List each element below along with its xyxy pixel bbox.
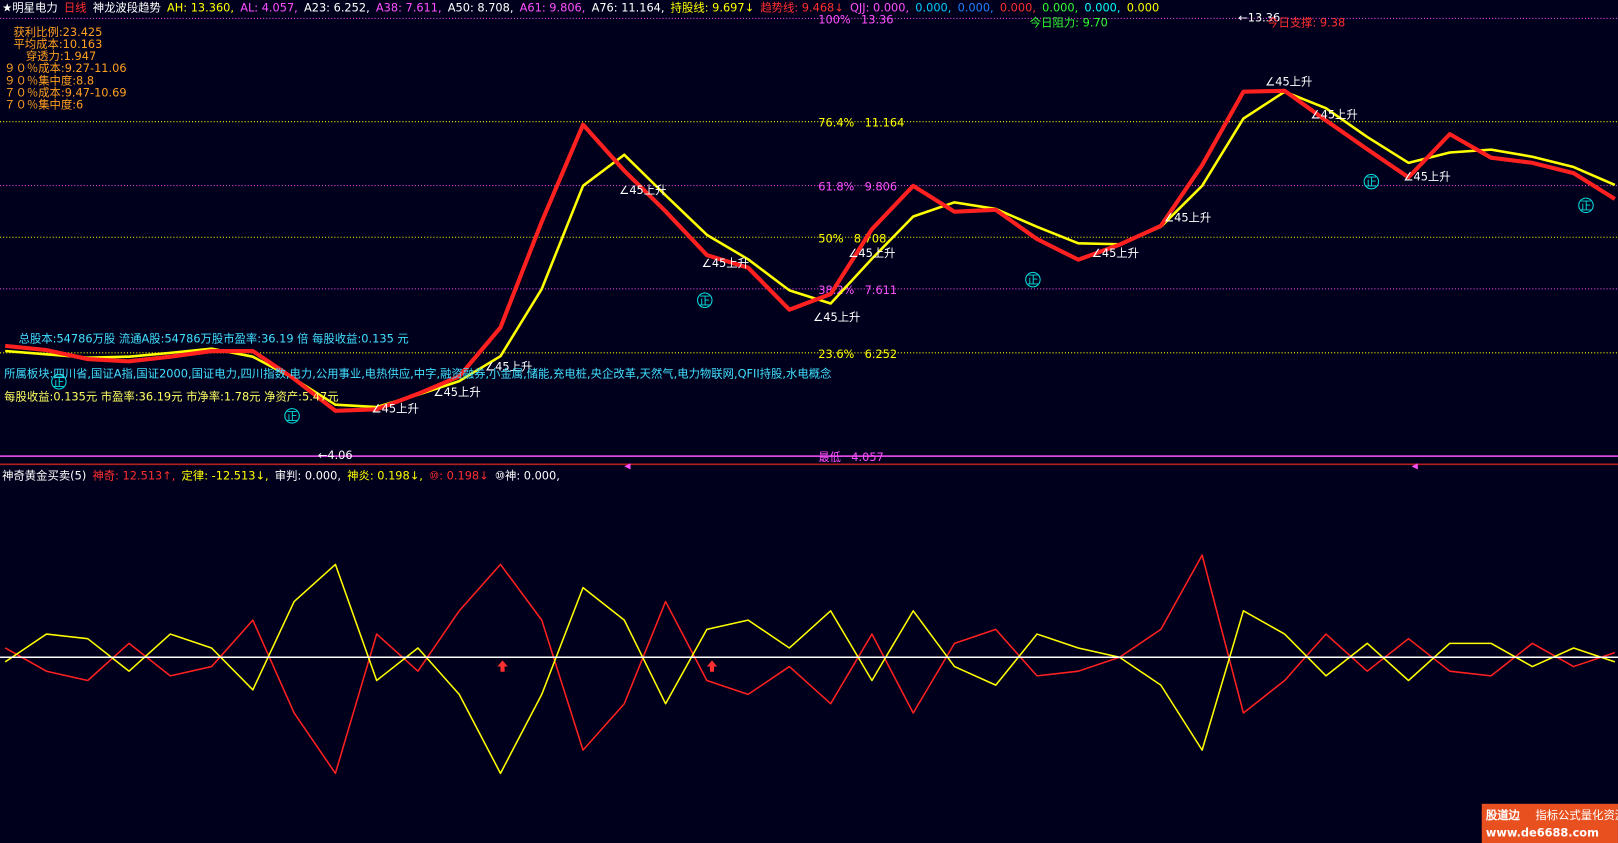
scroll-arrow	[1411, 463, 1418, 470]
rise-label: ∠45上升	[372, 402, 419, 416]
fib-label: 50% 8.708	[818, 231, 886, 245]
marker-circle	[697, 292, 713, 308]
marker-text: 正	[1580, 198, 1591, 212]
text-item: AL: 4.057,	[240, 0, 298, 14]
marker-text: 正	[53, 375, 64, 389]
text-row: ★明星电力 日线 神龙波段趋势 AH: 13.360, AL: 4.057, A23: 6…	[2, 0, 1159, 14]
fib-label: 最低 4.057	[818, 450, 883, 464]
text-item: 定律: -12.513↓,	[182, 469, 269, 483]
marker-circle	[1363, 173, 1380, 190]
fib-pct: 最低	[818, 450, 841, 464]
chip-stat: 获利比例:23.425	[13, 25, 102, 39]
price-line	[5, 90, 1616, 409]
price-line	[4, 88, 1616, 413]
text-item: 审判: 0.000,	[275, 469, 341, 483]
info-line: 每股收益:0.135元 市盈率:36.19元 市净率:1.78元 净资产:5.4…	[4, 389, 338, 403]
rise-label: ∠45上升	[1164, 211, 1211, 225]
osc-line	[4, 563, 1616, 775]
watermark-tagline: 指标公式量化资源	[1535, 808, 1618, 822]
rise-label: ∠45上升	[848, 246, 895, 260]
text-item: 神龙波段趋势	[93, 0, 161, 14]
chip-stat: ９０％集中度:8.8	[4, 73, 94, 87]
rise-label: ∠45上升	[1265, 75, 1312, 89]
rise-label: ∠45上升	[1403, 169, 1450, 183]
chip-stat: 平均成本:10.163	[13, 37, 102, 51]
text-item: 趋势线: 9.468↓	[760, 0, 843, 14]
info-line: 所属板块:四川省,国证A指,国证2000,国证电力,四川指数,电力,公用事业,电…	[4, 367, 831, 381]
marker-text: 正	[1366, 175, 1377, 189]
fib-value: 11.164	[865, 116, 905, 130]
info-line: 总股本:54786万股 流通A股:54786万股市盈率:36.19 倍 每股收益…	[19, 331, 409, 345]
fib-value: 4.057	[851, 450, 883, 464]
text-item: 0.000	[1127, 0, 1159, 14]
fib-value: 6.252	[865, 347, 897, 361]
marker-text: 正	[699, 293, 710, 307]
text-item: 0.000,	[1084, 0, 1120, 14]
text-item: 0.000,	[1000, 0, 1036, 14]
support-label: 今日支撑: 9.38	[1267, 16, 1345, 30]
fib-pct: 76.4%	[818, 116, 854, 130]
chip-stat: ７０％集中度:6	[4, 97, 83, 111]
text-item: A38: 7.611,	[376, 0, 442, 14]
text-item: 0.000,	[1042, 0, 1078, 14]
text-item: 0.000,	[915, 0, 951, 14]
fib-value: 7.611	[865, 283, 897, 297]
text-item: AH: 13.360,	[167, 0, 234, 14]
scroll-arrow	[624, 463, 631, 470]
watermark-url: www.de6688.com	[1486, 826, 1599, 840]
rise-label: ∠45上升	[619, 183, 666, 197]
marker-text: 正	[1027, 273, 1038, 287]
marker-text: 正	[286, 409, 297, 423]
text-item: A61: 9.806,	[520, 0, 586, 14]
text-item: 持股线: 9.697↓	[671, 0, 754, 14]
resistance-label: 今日阻力: 9.70	[1030, 16, 1108, 30]
fib-pct: 23.6%	[818, 347, 854, 361]
marker-circle	[51, 374, 67, 390]
text-item: 神炎: 0.198↓,	[347, 469, 423, 483]
osc-line	[4, 554, 1616, 775]
rise-label: ∠45上升	[485, 359, 532, 373]
fib-pct: 100%	[818, 12, 851, 26]
fib-value: 13.36	[861, 12, 893, 26]
buy-arrow	[497, 660, 508, 672]
marker-circle	[1025, 271, 1041, 288]
text-item: ⑩: 0.198↓	[429, 469, 489, 483]
text-item: ⑩神: 0.000,	[495, 469, 560, 483]
fib-pct: 50%	[818, 231, 843, 245]
text-item: 神奇: 12.513↑,	[92, 469, 175, 483]
fib-label: 61.8% 9.806	[818, 180, 897, 194]
rise-label: ∠45上升	[1310, 108, 1357, 122]
fib-label: 100% 13.36	[818, 12, 893, 26]
text-item: 0.000,	[958, 0, 994, 14]
fib-pct: 61.8%	[818, 180, 854, 194]
high-label: ←13.36	[1238, 11, 1280, 25]
text-item: 神奇黄金买卖(5)	[2, 469, 86, 483]
rise-label: ∠45上升	[1092, 246, 1139, 260]
text-item: ★明星电力	[2, 0, 58, 14]
buy-arrow	[706, 660, 718, 672]
text-item: 日线	[64, 0, 87, 14]
text-item: QJJ: 0.000,	[850, 0, 909, 14]
fib-label: 76.4% 11.164	[818, 116, 904, 130]
fib-label: 23.6% 6.252	[818, 347, 897, 361]
text-item: A76: 11.164,	[592, 0, 665, 14]
watermark-brand: 股道边	[1486, 808, 1521, 822]
rise-label: ∠45上升	[813, 310, 860, 324]
low-label: ←4.06	[318, 448, 353, 462]
chip-stat: ７０％成本:9.47-10.69	[4, 85, 126, 99]
marker-circle	[1578, 197, 1594, 214]
text-row: 神奇黄金买卖(5) 神奇: 12.513↑, 定律: -12.513↓, 审判: 0.…	[2, 469, 560, 483]
text-item: A50: 8.708,	[448, 0, 514, 14]
rise-label: ∠45上升	[702, 256, 749, 270]
chip-stat: 穿透力:1.947	[26, 49, 96, 63]
chip-stat: ９０％成本:9.27-11.06	[4, 61, 126, 75]
text-item: A23: 6.252,	[304, 0, 370, 14]
rise-label: ∠45上升	[433, 385, 480, 399]
fib-value: 9.806	[865, 180, 897, 194]
watermark-box	[1481, 803, 1618, 843]
marker-circle	[284, 408, 300, 424]
